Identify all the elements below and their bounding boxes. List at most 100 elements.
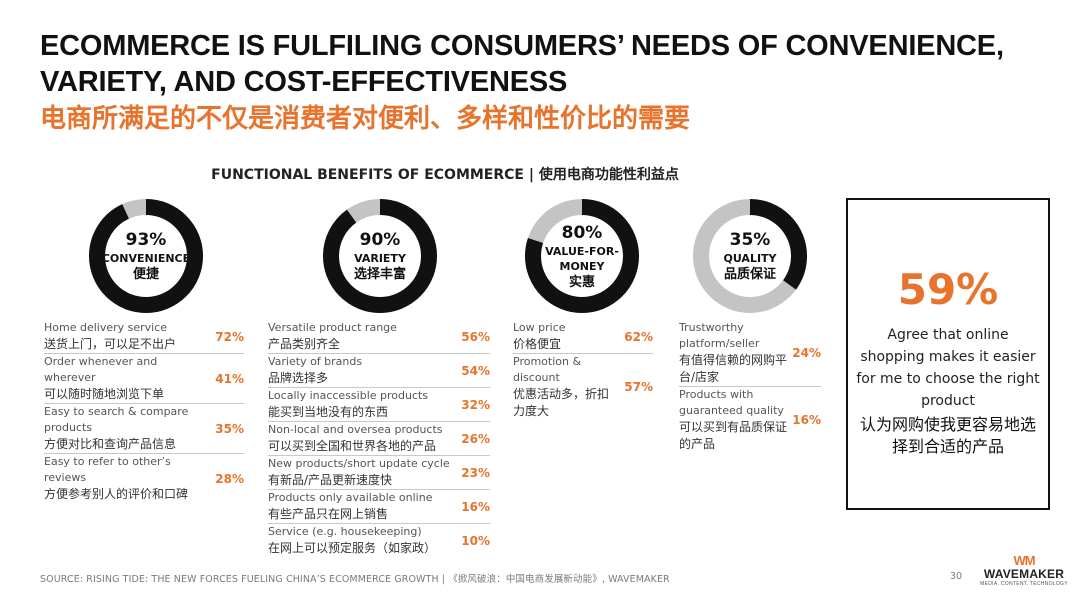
page-title-line-1: ECOMMERCE IS FULFILING CONSUMERS’ NEEDS …	[40, 30, 1004, 62]
item-pct: 16%	[461, 499, 490, 514]
list-item: Service (e.g. housekeeping) 在网上可以预定服务（如家政…	[268, 524, 490, 557]
donut-label-cn: 实惠	[568, 274, 595, 290]
benefit-list-quality: Trustworthy platform/seller 有值得信赖的网购平台/店家…	[679, 320, 821, 453]
item-cn: 优惠活动多，折扣力度大	[513, 387, 610, 418]
donut-label-cn: 便捷	[132, 267, 159, 282]
item-en: Home delivery service	[44, 321, 168, 334]
item-cn: 送货上门，可以足不出户	[44, 337, 177, 351]
page-number: 30	[950, 571, 963, 582]
item-pct: 54%	[461, 363, 490, 378]
donut-fill	[89, 199, 203, 313]
item-cn: 可以买到有品质保证的产品	[679, 420, 788, 451]
callout-text-en: Agree that online shopping makes it easi…	[856, 327, 1040, 409]
donut-text: 80% VALUE-FOR- MONEY 实惠	[522, 196, 642, 316]
item-en: Service (e.g. housekeeping)	[268, 525, 422, 538]
donut-text: 90% VARIETY 选择丰富	[320, 196, 440, 316]
item-en: Easy to refer to other’s reviews	[44, 455, 171, 484]
item-en: New products/short update cycle	[268, 457, 450, 470]
list-item: Variety of brands 品牌选择多 54%	[268, 354, 490, 388]
donut-value-for-money: 80% VALUE-FOR- MONEY 实惠	[522, 196, 642, 316]
logo-tagline: MEDIA. CONTENT. TECHNOLOGY	[980, 581, 1068, 587]
logo-mark: WM	[1013, 553, 1035, 568]
item-cn: 能买到当地没有的东西	[268, 405, 389, 419]
list-item: Trustworthy platform/seller 有值得信赖的网购平台/店家…	[679, 320, 821, 387]
donut-label-cn: 选择丰富	[353, 267, 406, 282]
list-item: Versatile product range 产品类别齐全 56%	[268, 320, 490, 354]
item-cn: 有些产品只在网上销售	[268, 507, 389, 521]
item-cn: 可以买到全国和世界各地的产品	[268, 439, 437, 453]
donut-variety: 90% VARIETY 选择丰富	[320, 196, 440, 316]
item-pct: 24%	[792, 346, 821, 360]
item-cn: 产品类别齐全	[268, 337, 341, 351]
item-pct: 26%	[461, 431, 490, 446]
donut-convenience: 93% CONVENIENCE 便捷	[86, 196, 206, 316]
section-title: FUNCTIONAL BENEFITS OF ECOMMERCE | 使用电商功…	[211, 167, 679, 183]
list-item: Easy to search & compare products 方便对比和查询…	[44, 404, 244, 454]
benefit-list-convenience: Home delivery service 送货上门，可以足不出户 72% Orde…	[44, 320, 244, 503]
donut-pct: 35%	[729, 230, 771, 250]
donut-label-line-1: VALUE-FOR-	[545, 244, 619, 258]
callout-pct: 59%	[897, 265, 999, 314]
donut-fill	[525, 199, 639, 313]
item-en: Non-local and oversea products	[268, 423, 443, 436]
item-en: Low price	[513, 321, 566, 334]
item-en: Trustworthy platform/seller	[679, 321, 760, 350]
item-pct: 56%	[461, 329, 490, 344]
item-en: Products with guaranteed quality	[679, 388, 784, 417]
item-en: Order whenever and wherever	[44, 355, 158, 384]
list-item: Low price 价格便宜 62%	[513, 320, 653, 354]
list-item: Products with guaranteed quality 可以买到有品质保…	[679, 387, 821, 453]
donut-text: 35% QUALITY 品质保证	[690, 196, 810, 316]
donut-ring-svg	[323, 199, 437, 313]
item-cn: 方便参考别人的评价和口碑	[44, 487, 189, 501]
callout-box: 59% Agree that online shopping makes it …	[846, 198, 1050, 510]
item-pct: 28%	[215, 471, 244, 486]
item-en: Versatile product range	[268, 321, 397, 334]
item-en: Promotion & discount	[513, 355, 582, 384]
item-pct: 62%	[624, 329, 653, 344]
donut-ring-svg	[525, 199, 639, 313]
item-cn: 方便对比和查询产品信息	[44, 437, 177, 451]
donut-fill	[693, 199, 807, 313]
donut-quality: 35% QUALITY 品质保证	[690, 196, 810, 316]
item-en: Locally inaccessible products	[268, 389, 429, 402]
list-item: Non-local and oversea products 可以买到全国和世界各…	[268, 422, 490, 456]
page-title-line-2: VARIETY, AND COST-EFFECTIVENESS	[40, 66, 568, 98]
donut-label-line-2: MONEY	[559, 259, 605, 273]
wavemaker-logo: WM WAVEMAKER MEDIA. CONTENT. TECHNOLOGY	[980, 554, 1068, 588]
item-pct: 35%	[215, 421, 244, 436]
list-item: Order whenever and wherever 可以随时随地浏览下单 41%	[44, 354, 244, 404]
list-item: Products only available online 有些产品只在网上销售…	[268, 490, 490, 524]
donut-pct: 90%	[359, 230, 401, 250]
item-cn: 有值得信赖的网购平台/店家	[679, 353, 788, 384]
donut-pct: 80%	[561, 222, 603, 243]
item-cn: 在网上可以预定服务（如家政）	[268, 541, 437, 555]
donut-label: VARIETY	[354, 252, 406, 265]
list-item: Locally inaccessible products 能买到当地没有的东西 3…	[268, 388, 490, 422]
list-item: Home delivery service 送货上门，可以足不出户 72%	[44, 320, 244, 354]
item-pct: 32%	[461, 397, 490, 412]
item-en: Products only available online	[268, 491, 433, 504]
item-pct: 41%	[215, 371, 244, 386]
donut-label-cn: 品质保证	[723, 267, 776, 282]
item-pct: 57%	[624, 380, 653, 394]
logo-name: WAVEMAKER	[983, 567, 1065, 581]
item-pct: 16%	[792, 413, 821, 427]
callout-text-cn: 认为网购使我更容易地选择到合适的产品	[859, 415, 1036, 456]
donut-fill	[323, 199, 437, 313]
donut-label: CONVENIENCE	[101, 252, 191, 265]
item-en: Easy to search & compare products	[44, 405, 189, 434]
item-cn: 品牌选择多	[268, 371, 329, 385]
donut-ring-svg	[89, 199, 203, 313]
list-item: New products/short update cycle 有新品/产品更新速…	[268, 456, 490, 490]
list-item: Easy to refer to other’s reviews 方便参考别人的评…	[44, 454, 244, 503]
donut-text: 93% CONVENIENCE 便捷	[86, 196, 206, 316]
donut-ring-svg	[693, 199, 807, 313]
item-pct: 23%	[461, 465, 490, 480]
item-pct: 72%	[215, 329, 244, 344]
item-cn: 可以随时随地浏览下单	[44, 387, 165, 401]
item-en: Variety of brands	[268, 355, 363, 368]
benefit-list-variety: Versatile product range 产品类别齐全 56% Variety…	[268, 320, 490, 557]
source-note: SOURCE: RISING TIDE: THE NEW FORCES FUEL…	[40, 574, 670, 585]
donut-pct: 93%	[125, 230, 167, 250]
